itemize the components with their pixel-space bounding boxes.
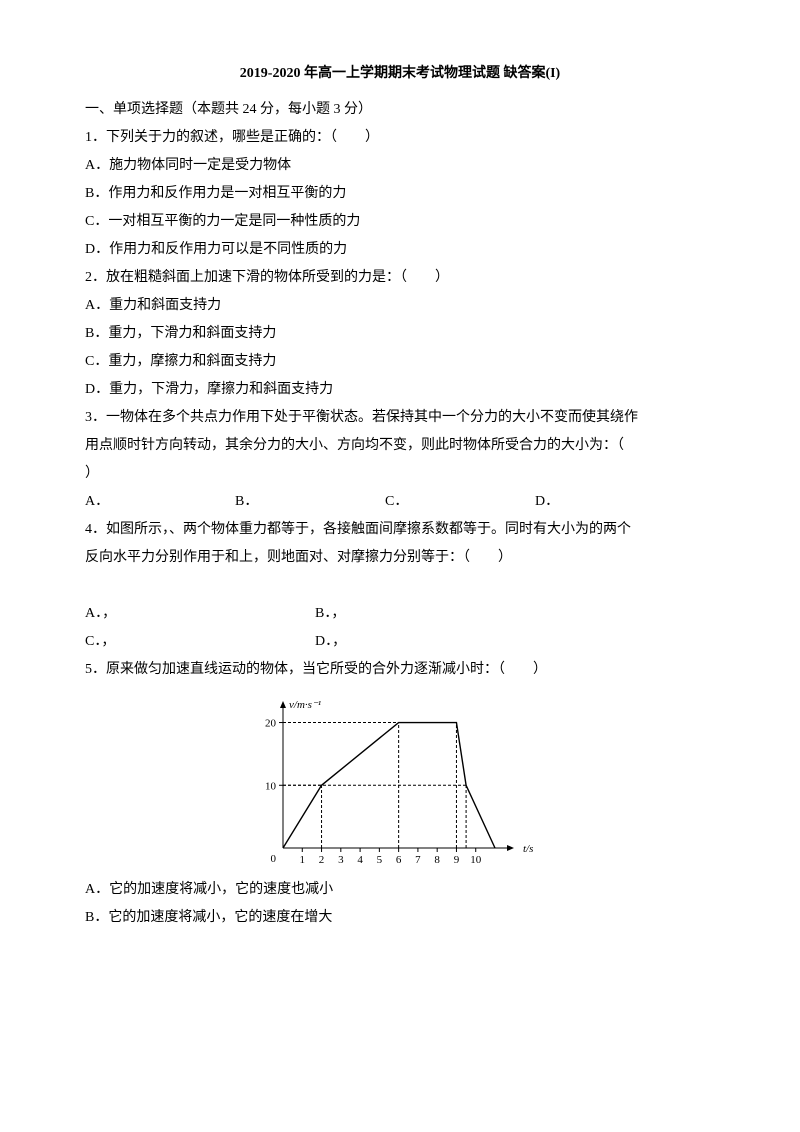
q1-option-a: A．施力物体同时一定是受力物体 — [85, 152, 715, 180]
svg-text:0: 0 — [271, 853, 277, 865]
q4-stem-line2: 反向水平力分别作用于和上，则地面对、对摩擦力分别等于：（ ） — [85, 544, 715, 572]
svg-text:20: 20 — [265, 718, 277, 730]
svg-text:7: 7 — [415, 854, 421, 866]
q3-option-d: D． — [535, 488, 685, 516]
q2-option-b: B．重力，下滑力和斜面支持力 — [85, 320, 715, 348]
q1-stem: 1．下列关于力的叙述，哪些是正确的：（ ） — [85, 124, 715, 152]
q4-option-b: B．， — [315, 600, 345, 628]
q4-spacer — [85, 572, 715, 600]
q2-option-d: D．重力，下滑力，摩擦力和斜面支持力 — [85, 376, 715, 404]
q1-option-d: D．作用力和反作用力可以是不同性质的力 — [85, 236, 715, 264]
q3-option-a: A． — [85, 488, 235, 516]
q4-options-row1: A．， B．， — [85, 600, 715, 628]
q2-stem: 2．放在粗糙斜面上加速下滑的物体所受到的力是：（ ） — [85, 264, 715, 292]
q5-option-b: B．它的加速度将减小，它的速度在增大 — [85, 904, 715, 932]
svg-text:1: 1 — [300, 854, 306, 866]
q4-stem-line1: 4．如图所示，、两个物体重力都等于，各接触面间摩擦系数都等于。同时有大小为的两个 — [85, 516, 715, 544]
svg-text:v/m·s⁻¹: v/m·s⁻¹ — [289, 699, 321, 711]
q5-stem: 5．原来做匀加速直线运动的物体，当它所受的合外力逐渐减小时：（ ） — [85, 656, 715, 684]
q3-stem-line2: 用点顺时针方向转动，其余分力的大小、方向均不变，则此时物体所受合力的大小为：（ — [85, 432, 715, 460]
q3-stem-line3: ） — [85, 460, 715, 488]
svg-text:t/s: t/s — [523, 843, 533, 855]
svg-text:9: 9 — [454, 854, 460, 866]
q1-option-c: C．一对相互平衡的力一定是同一种性质的力 — [85, 208, 715, 236]
q4-option-c: C．， — [85, 628, 315, 656]
q3-stem-line1: 3．一物体在多个共点力作用下处于平衡状态。若保持其中一个分力的大小不变而使其绕作 — [85, 404, 715, 432]
svg-text:2: 2 — [319, 854, 325, 866]
q5-option-a: A．它的加速度将减小，它的速度也减小 — [85, 876, 715, 904]
svg-text:5: 5 — [377, 854, 383, 866]
velocity-chart: 1 2 3 4 5 6 7 8 9 10 10 20 0 t/s v/m·s⁻¹ — [85, 692, 715, 872]
q3-options-row: A． B． C． D． — [85, 488, 715, 516]
svg-text:10: 10 — [470, 854, 482, 866]
q3-option-b: B． — [235, 488, 385, 516]
q4-options-row2: C．， D．， — [85, 628, 715, 656]
svg-text:8: 8 — [434, 854, 440, 866]
velocity-chart-svg: 1 2 3 4 5 6 7 8 9 10 10 20 0 t/s v/m·s⁻¹ — [245, 692, 555, 872]
q4-option-a: A．， — [85, 600, 315, 628]
q4-option-d: D．， — [315, 628, 346, 656]
q3-option-c: C． — [385, 488, 535, 516]
svg-text:3: 3 — [338, 854, 344, 866]
svg-text:4: 4 — [357, 854, 363, 866]
q1-option-b: B．作用力和反作用力是一对相互平衡的力 — [85, 180, 715, 208]
svg-text:6: 6 — [396, 854, 402, 866]
svg-text:10: 10 — [265, 780, 277, 792]
document-title: 2019-2020 年高一上学期期末考试物理试题 缺答案(I) — [85, 60, 715, 88]
section-heading: 一、单项选择题（本题共 24 分，每小题 3 分） — [85, 96, 715, 124]
q2-option-a: A．重力和斜面支持力 — [85, 292, 715, 320]
q2-option-c: C．重力，摩擦力和斜面支持力 — [85, 348, 715, 376]
